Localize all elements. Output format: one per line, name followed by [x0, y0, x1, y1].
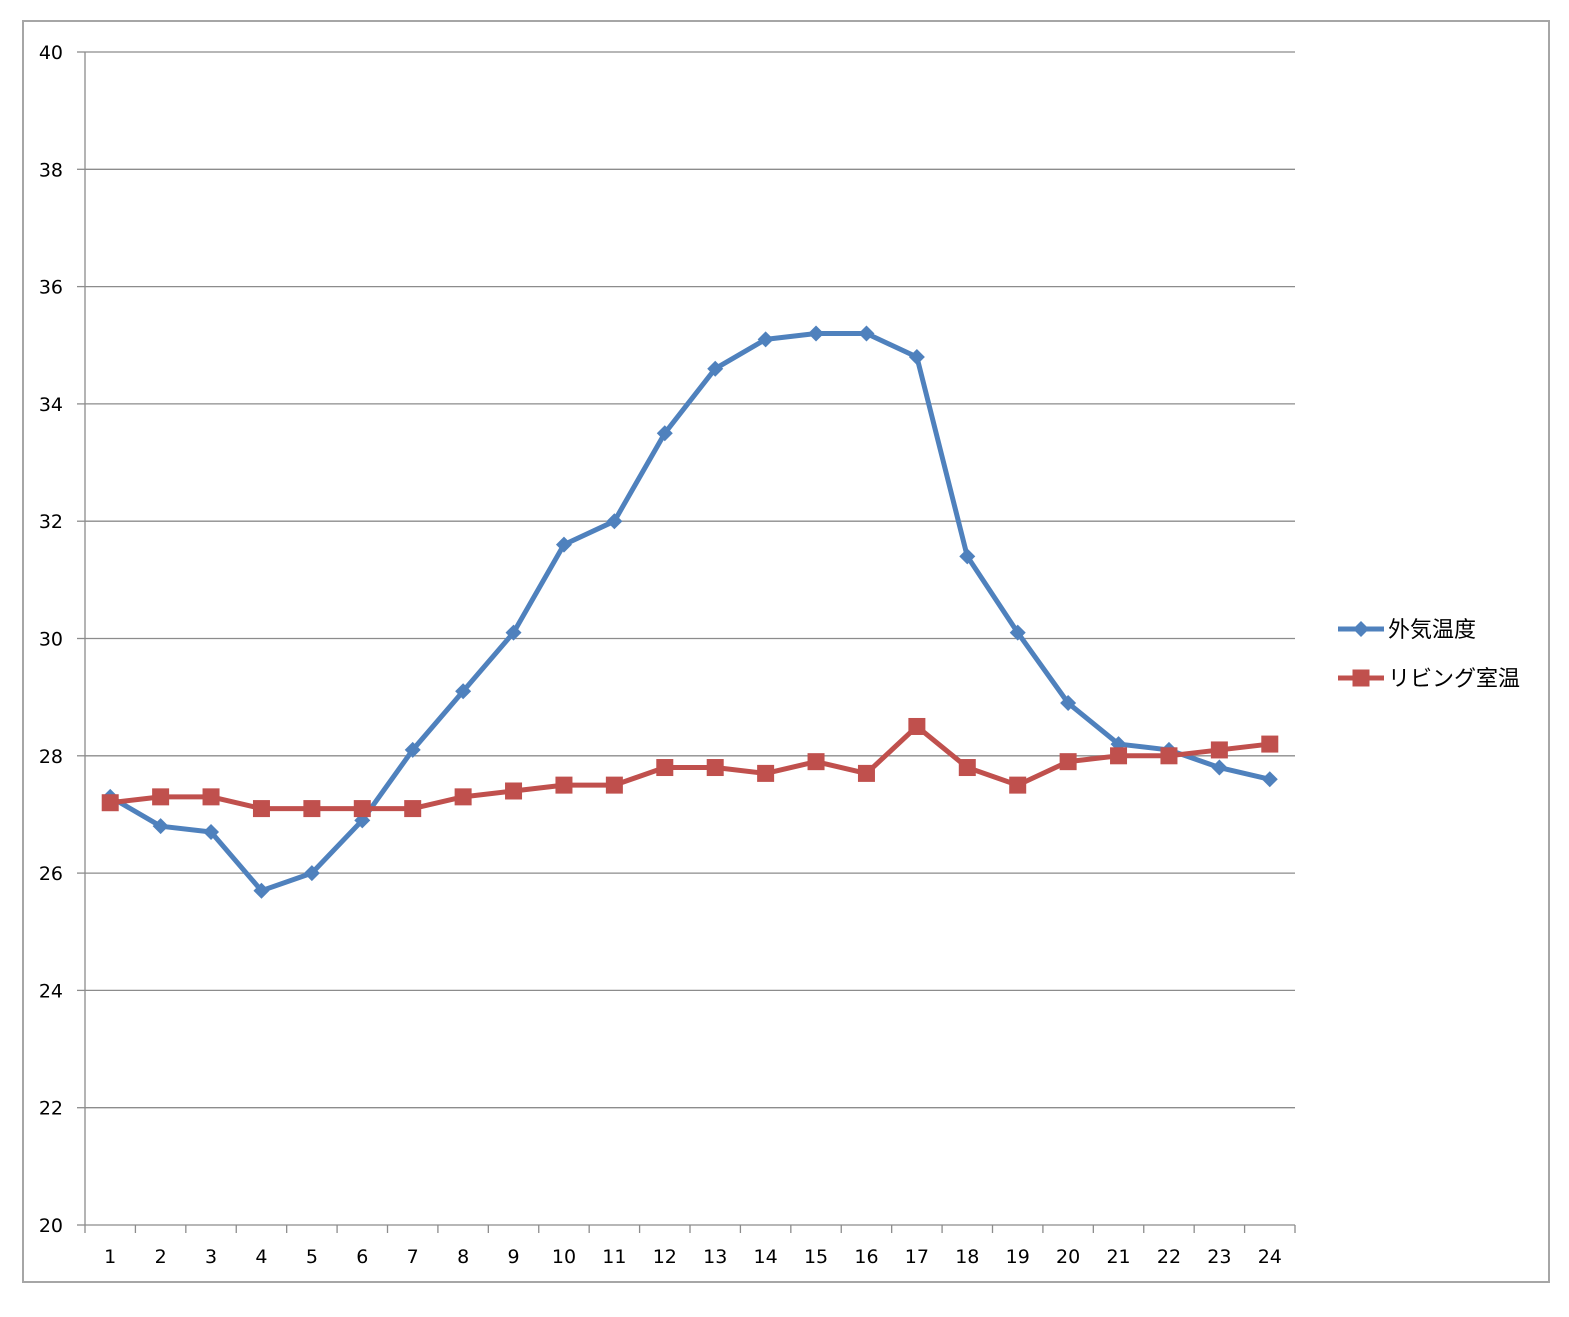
- x-tick-label: 18: [955, 1246, 979, 1268]
- data-point-square: [1160, 747, 1178, 765]
- data-point-square: [706, 759, 724, 777]
- series: [101, 325, 1279, 899]
- data-point-square: [303, 800, 321, 818]
- x-tick-label: 21: [1106, 1246, 1130, 1268]
- x-tick-label: 4: [255, 1246, 267, 1268]
- y-tick-label: 28: [39, 746, 63, 768]
- x-tick-label: 8: [457, 1246, 469, 1268]
- data-point-diamond: [858, 325, 875, 342]
- y-tick-label: 40: [39, 42, 63, 64]
- data-point-square: [656, 759, 674, 777]
- legend-label: 外気温度: [1388, 618, 1476, 643]
- x-tick-label: 13: [703, 1246, 727, 1268]
- x-tick-label: 14: [754, 1246, 778, 1268]
- x-tick-label: 1: [104, 1246, 116, 1268]
- series-line-1: [107, 723, 1273, 812]
- x-tick-label: 7: [407, 1246, 419, 1268]
- data-point-diamond: [757, 331, 774, 348]
- data-point-diamond: [656, 425, 673, 442]
- chart-frame: [22, 20, 1550, 1283]
- y-tick-label: 30: [39, 629, 63, 651]
- data-point-diamond: [404, 741, 421, 758]
- y-tick-label: 24: [39, 980, 63, 1002]
- legend-label: リビング室温: [1388, 667, 1520, 692]
- data-point-square: [555, 776, 573, 794]
- y-tick-label: 38: [39, 159, 63, 181]
- data-point-diamond: [152, 818, 169, 835]
- data-point-square: [202, 788, 220, 806]
- x-tick-label: 6: [356, 1246, 368, 1268]
- data-point-square: [252, 800, 270, 818]
- x-tick-label: 23: [1207, 1246, 1231, 1268]
- data-point-diamond: [1211, 759, 1228, 776]
- x-tick-label: 17: [905, 1246, 929, 1268]
- x-tick-label: 11: [602, 1246, 626, 1268]
- x-tick-label: 12: [653, 1246, 677, 1268]
- data-point-diamond: [455, 683, 472, 700]
- data-point-diamond: [606, 513, 623, 530]
- y-axis-tick-labels: 20 22 24 26 28 30 32 34 36 38 40: [39, 42, 63, 1237]
- data-point-diamond: [908, 348, 925, 365]
- x-tick-label: 19: [1006, 1246, 1030, 1268]
- gridlines: [85, 51, 1295, 1109]
- x-tick-label: 5: [306, 1246, 318, 1268]
- x-tick-label: 3: [205, 1246, 217, 1268]
- y-tick-label: 26: [39, 863, 63, 885]
- y-tick-label: 22: [39, 1098, 63, 1120]
- data-point-diamond: [253, 882, 270, 899]
- data-point-square: [807, 753, 825, 771]
- data-point-square: [908, 717, 926, 735]
- series-line-0: [107, 331, 1273, 894]
- data-point-diamond: [1060, 695, 1077, 712]
- data-point-diamond: [505, 624, 522, 641]
- y-tick-label: 32: [39, 511, 63, 533]
- data-point-square: [1059, 753, 1077, 771]
- x-tick-label: 2: [155, 1246, 167, 1268]
- data-point-diamond: [1261, 771, 1278, 788]
- x-tick-label: 15: [804, 1246, 828, 1268]
- x-tick-label: 24: [1258, 1246, 1282, 1268]
- legend-marker-diamond: [1353, 621, 1369, 637]
- x-tick-label: 10: [552, 1246, 576, 1268]
- data-point-square: [857, 764, 875, 782]
- axes: [77, 51, 1296, 1233]
- data-point-square: [101, 794, 119, 812]
- data-point-square: [1261, 735, 1279, 753]
- data-point-square: [958, 759, 976, 777]
- x-tick-label: 20: [1056, 1246, 1080, 1268]
- legend-marker-square: [1352, 669, 1370, 687]
- x-tick-label: 9: [507, 1246, 519, 1268]
- data-point-square: [404, 800, 422, 818]
- data-point-square: [454, 788, 472, 806]
- x-axis-tick-labels: 1 2 3 4 5 6 7 8 9 10 11 12 13 14 15 16 17 18 19 20 21 22 23 24: [104, 1246, 1282, 1268]
- data-point-square: [1210, 741, 1228, 759]
- data-point-diamond: [303, 865, 320, 882]
- data-point-diamond: [959, 548, 976, 565]
- data-point-square: [1009, 776, 1027, 794]
- y-tick-label: 34: [39, 394, 63, 416]
- data-point-diamond: [203, 824, 220, 841]
- data-point-diamond: [1009, 624, 1026, 641]
- data-point-diamond: [808, 325, 825, 342]
- data-point-square: [757, 764, 775, 782]
- data-point-square: [353, 800, 371, 818]
- x-tick-label: 22: [1157, 1246, 1181, 1268]
- data-point-diamond: [707, 360, 724, 377]
- data-point-square: [605, 776, 623, 794]
- x-tick-label: 16: [854, 1246, 878, 1268]
- data-point-diamond: [555, 536, 572, 553]
- y-tick-label: 20: [39, 1215, 63, 1237]
- data-point-square: [152, 788, 170, 806]
- data-point-square: [1110, 747, 1128, 765]
- y-tick-label: 36: [39, 277, 63, 299]
- data-point-square: [505, 782, 523, 800]
